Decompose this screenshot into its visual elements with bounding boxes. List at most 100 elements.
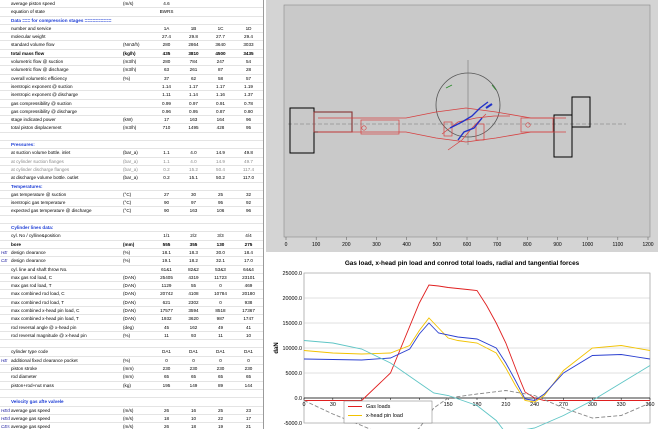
- cell-value[interactable]: [180, 215, 207, 225]
- cell-value[interactable]: [153, 182, 180, 191]
- cell-value[interactable]: [234, 215, 263, 225]
- cell-value[interactable]: 25: [207, 406, 234, 415]
- cell-key[interactable]: HEd: [0, 414, 10, 424]
- cell-unit[interactable]: (%): [122, 256, 153, 266]
- cell-unit[interactable]: (kg/h): [122, 49, 153, 59]
- cell-value[interactable]: 0.91: [207, 99, 234, 108]
- cell-label[interactable]: [10, 339, 122, 349]
- cell-label[interactable]: standard volume flow: [10, 40, 122, 50]
- cell-label[interactable]: number and service: [10, 24, 122, 34]
- cell-label[interactable]: piston+rod+nut mass: [10, 381, 122, 390]
- cell-key[interactable]: [0, 99, 10, 108]
- cell-value[interactable]: 0.2: [153, 173, 180, 183]
- cell-unit[interactable]: [122, 397, 153, 407]
- cell-unit[interactable]: [122, 389, 153, 399]
- cell-value[interactable]: 53&3: [207, 265, 234, 274]
- cell-key[interactable]: [0, 306, 10, 316]
- cell-value[interactable]: 4.0: [180, 157, 207, 166]
- cell-value[interactable]: 230: [234, 364, 263, 374]
- cell-value[interactable]: 261: [180, 65, 207, 75]
- cell-unit[interactable]: (Nm3/h): [122, 40, 153, 50]
- cell-value[interactable]: 10: [234, 331, 263, 341]
- cell-label[interactable]: average gas speed: [10, 406, 122, 415]
- cell-label[interactable]: [10, 132, 122, 142]
- cell-value[interactable]: 26: [153, 422, 180, 429]
- cell-value[interactable]: DA1: [234, 347, 263, 357]
- cell-value[interactable]: 195: [153, 381, 180, 390]
- cell-label[interactable]: bore: [10, 240, 122, 249]
- cell-value[interactable]: 18.3: [180, 248, 207, 258]
- cell-value[interactable]: 0.80: [234, 107, 263, 117]
- cell-value[interactable]: [234, 339, 263, 349]
- cell-value[interactable]: 28: [234, 65, 263, 75]
- cell-value[interactable]: 0.2: [153, 165, 180, 175]
- cell-label[interactable]: total mass flow: [10, 49, 122, 59]
- cell-value[interactable]: 17577: [153, 306, 180, 316]
- cell-value[interactable]: 10: [180, 414, 207, 424]
- cell-value[interactable]: 1.17: [207, 82, 234, 92]
- cell-value[interactable]: 21: [234, 422, 263, 429]
- cell-key[interactable]: HE: [0, 248, 10, 258]
- cell-label[interactable]: at cylinder suction flanges: [10, 157, 122, 166]
- cell-value[interactable]: 0.78: [234, 99, 263, 108]
- cell-value[interactable]: 230: [153, 364, 180, 374]
- cell-value[interactable]: 0: [207, 356, 234, 366]
- cell-value[interactable]: 90: [153, 206, 180, 216]
- cell-key[interactable]: [0, 140, 10, 150]
- cell-unit[interactable]: (DAN): [122, 289, 153, 299]
- cell-value[interactable]: 117.0: [234, 173, 263, 183]
- cell-value[interactable]: 1.19: [234, 82, 263, 92]
- cell-key[interactable]: CE: [0, 256, 10, 266]
- cell-key[interactable]: [0, 372, 10, 382]
- cell-value[interactable]: [180, 132, 207, 142]
- cell-unit[interactable]: [122, 90, 153, 100]
- cell-value[interactable]: 3594: [180, 306, 207, 316]
- cell-value[interactable]: [234, 140, 263, 150]
- cell-value[interactable]: 0.87: [207, 107, 234, 117]
- cell-label[interactable]: gas compressibility @ discharge: [10, 107, 122, 117]
- cell-value[interactable]: 163: [180, 206, 207, 216]
- cell-unit[interactable]: (DAN): [122, 314, 153, 324]
- cell-key[interactable]: [0, 90, 10, 100]
- cell-value[interactable]: [180, 339, 207, 349]
- cell-unit[interactable]: (DAN): [122, 298, 153, 308]
- cell-value[interactable]: DA1: [180, 347, 207, 357]
- cell-label[interactable]: overall volumetric efficiency: [10, 74, 122, 83]
- cell-value[interactable]: 1.11: [153, 90, 180, 100]
- cell-value[interactable]: 1932: [153, 314, 180, 324]
- cell-key[interactable]: [0, 132, 10, 142]
- cell-value[interactable]: 0: [207, 298, 234, 308]
- cell-label[interactable]: piston stroke: [10, 364, 122, 374]
- cell-unit[interactable]: [122, 132, 153, 142]
- cell-unit[interactable]: (kW): [122, 115, 153, 125]
- cell-value[interactable]: 0.97: [180, 99, 207, 108]
- cell-label[interactable]: at suction volume bottle. inlet: [10, 148, 122, 158]
- cell-value[interactable]: 96: [234, 206, 263, 216]
- cell-value[interactable]: 469: [234, 281, 263, 291]
- cell-unit[interactable]: (m/s): [122, 414, 153, 424]
- cell-value[interactable]: 130: [207, 240, 234, 249]
- cell-label[interactable]: rod reversal angle @ x-head pin: [10, 323, 122, 332]
- cell-value[interactable]: 89: [207, 381, 234, 390]
- cell-label[interactable]: expected gas temperature @ discharge: [10, 206, 122, 216]
- cell-label[interactable]: equation of state: [10, 7, 122, 17]
- cell-unit[interactable]: [122, 339, 153, 349]
- cell-label[interactable]: at cylinder discharge flanges: [10, 165, 122, 175]
- cell-label[interactable]: average piston speed: [10, 0, 122, 9]
- cell-unit[interactable]: (°C): [122, 190, 153, 200]
- cell-value[interactable]: 65: [180, 372, 207, 382]
- cell-value[interactable]: 1495: [180, 123, 207, 133]
- cell-value[interactable]: 92: [234, 198, 263, 208]
- cell-value[interactable]: 4319: [180, 273, 207, 283]
- cell-unit[interactable]: (mm): [122, 364, 153, 374]
- cell-unit[interactable]: [122, 99, 153, 108]
- cell-value[interactable]: 1.14: [180, 90, 207, 100]
- cell-label[interactable]: Pressures:: [10, 140, 122, 150]
- cell-value[interactable]: 280: [153, 57, 180, 67]
- cell-value[interactable]: DA1: [153, 347, 180, 357]
- cell-value[interactable]: 93: [180, 331, 207, 341]
- cell-value[interactable]: 1/1: [153, 231, 180, 241]
- cell-key[interactable]: [0, 231, 10, 241]
- cell-value[interactable]: 355: [180, 240, 207, 249]
- cell-value[interactable]: 55: [180, 281, 207, 291]
